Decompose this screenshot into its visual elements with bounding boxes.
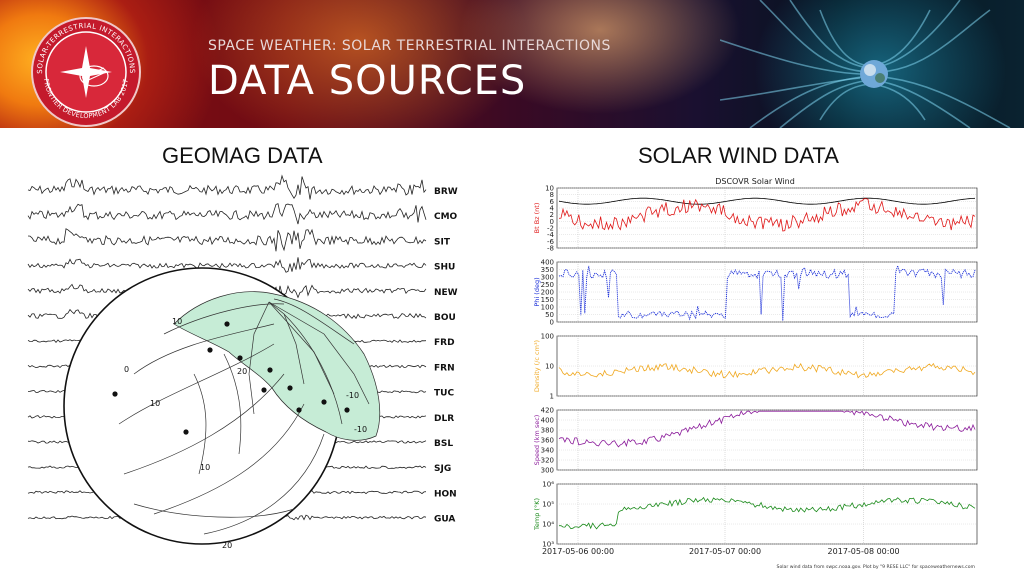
chart-panel: 10⁶ 10⁵ 10⁴ 10³ Temp (°K) xyxy=(533,481,978,549)
y-tick-label: 10⁴ xyxy=(542,521,554,529)
y-axis-label: Bt Bz (nt) xyxy=(533,203,541,234)
y-tick-label: 8 xyxy=(550,191,554,199)
station-label: TUC xyxy=(434,389,454,399)
y-tick-label: 250 xyxy=(541,281,554,289)
series-line xyxy=(558,362,976,379)
y-tick-label: 10 xyxy=(545,363,554,371)
contour-label: 0 xyxy=(124,365,129,374)
y-tick-label: 380 xyxy=(541,427,554,435)
chart-footer: Solar wind data from swpc.noaa.gov. Plot… xyxy=(777,564,976,570)
y-tick-label: 300 xyxy=(541,467,554,475)
station-label: SIT xyxy=(434,237,451,247)
y-tick-label: 100 xyxy=(541,333,554,341)
y-tick-label: 1 xyxy=(550,393,554,401)
y-tick-label: -6 xyxy=(547,238,555,246)
y-tick-label: 400 xyxy=(541,417,554,425)
station-label: SHU xyxy=(434,263,455,273)
y-tick-label: 4 xyxy=(550,205,555,213)
x-tick-label: 2017-05-06 00:00 xyxy=(542,547,614,556)
y-tick-label: 200 xyxy=(541,289,554,297)
station-label: SJG xyxy=(434,464,451,474)
station-label: DLR xyxy=(434,414,454,424)
station-label: NEW xyxy=(434,288,458,298)
y-tick-label: 300 xyxy=(541,274,554,282)
station-label: GUA xyxy=(434,515,455,525)
magnetosphere-image xyxy=(720,0,1011,128)
contour-label: 20 xyxy=(222,541,232,550)
y-tick-label: -2 xyxy=(547,225,554,233)
station-label: FRN xyxy=(434,363,455,373)
series-line xyxy=(558,410,976,448)
station-label: HON xyxy=(434,489,457,499)
y-axis-label: Phi (deg) xyxy=(533,277,541,306)
station-trace xyxy=(27,203,427,225)
y-tick-label: 50 xyxy=(545,311,554,319)
y-axis-label: Density (/c cm³) xyxy=(533,340,541,392)
contour-label: -10 xyxy=(346,391,359,400)
series-line xyxy=(558,197,976,205)
fdl-badge-logo: SOLAR-TERRESTRIAL INTERACTIONS FRONTIER … xyxy=(31,17,141,127)
page-title: DATA SOURCES xyxy=(208,58,527,104)
contour-label: -10 xyxy=(354,425,367,434)
y-tick-label: 10³ xyxy=(542,541,554,549)
globe: 10 0 20 10 10 20 -10 -10 xyxy=(63,267,381,550)
header-subtitle: SPACE WEATHER: SOLAR TERRESTRIAL INTERAC… xyxy=(208,38,611,54)
y-tick-label: 360 xyxy=(541,437,554,445)
north-america-landmass xyxy=(173,291,381,441)
y-tick-label: 6 xyxy=(550,198,555,206)
station-label: BOU xyxy=(434,313,456,323)
geomag-figure: 10 0 20 10 10 20 -10 -10 BRW CMO SIT SHU NEW BOU FRD F… xyxy=(27,174,458,550)
y-axis-label: Speed (km sec) xyxy=(533,415,541,466)
contour-label: 10 xyxy=(200,463,210,472)
station-trace xyxy=(27,228,427,252)
y-tick-label: 100 xyxy=(541,304,554,312)
y-tick-label: 10⁵ xyxy=(542,501,554,509)
station-trace xyxy=(27,174,427,200)
station-label: BRW xyxy=(434,187,458,197)
solar-wind-title: SOLAR WIND DATA xyxy=(638,143,839,168)
contour-label: 10 xyxy=(172,317,182,326)
geomag-title: GEOMAG DATA xyxy=(162,143,323,168)
station-label: CMO xyxy=(434,212,458,222)
chart-title: DSCOVR Solar Wind xyxy=(715,177,795,186)
header-banner: SOLAR-TERRESTRIAL INTERACTIONS FRONTIER … xyxy=(0,0,1024,128)
sun-star-icon xyxy=(60,46,112,98)
y-tick-label: 400 xyxy=(541,259,554,267)
x-tick-label: 2017-05-07 00:00 xyxy=(689,547,761,556)
y-tick-label: 2 xyxy=(550,211,554,219)
contour-label: 10 xyxy=(150,399,160,408)
y-tick-label: 150 xyxy=(541,296,554,304)
series-line xyxy=(558,264,976,321)
chart-panel: 100 10 1 Density (/c cm³) xyxy=(533,333,978,401)
y-tick-label: 0 xyxy=(550,319,554,327)
y-tick-label: -4 xyxy=(547,231,555,239)
x-tick-label: 2017-05-08 00:00 xyxy=(828,547,900,556)
station-trace xyxy=(27,257,427,273)
y-tick-label: 350 xyxy=(541,266,554,274)
station-label: BSL xyxy=(434,439,453,449)
y-tick-label: 10 xyxy=(545,185,554,193)
series-line xyxy=(558,198,976,232)
y-tick-label: -8 xyxy=(547,245,554,253)
y-axis-label: Temp (°K) xyxy=(533,498,541,531)
y-tick-label: 10⁶ xyxy=(542,481,554,489)
contour-label: 20 xyxy=(237,367,247,376)
series-line xyxy=(559,496,976,530)
station-label: FRD xyxy=(434,338,455,348)
y-tick-label: 320 xyxy=(541,457,554,465)
y-tick-label: 0 xyxy=(550,218,554,226)
y-tick-label: 420 xyxy=(541,407,554,415)
y-tick-label: 340 xyxy=(541,447,554,455)
